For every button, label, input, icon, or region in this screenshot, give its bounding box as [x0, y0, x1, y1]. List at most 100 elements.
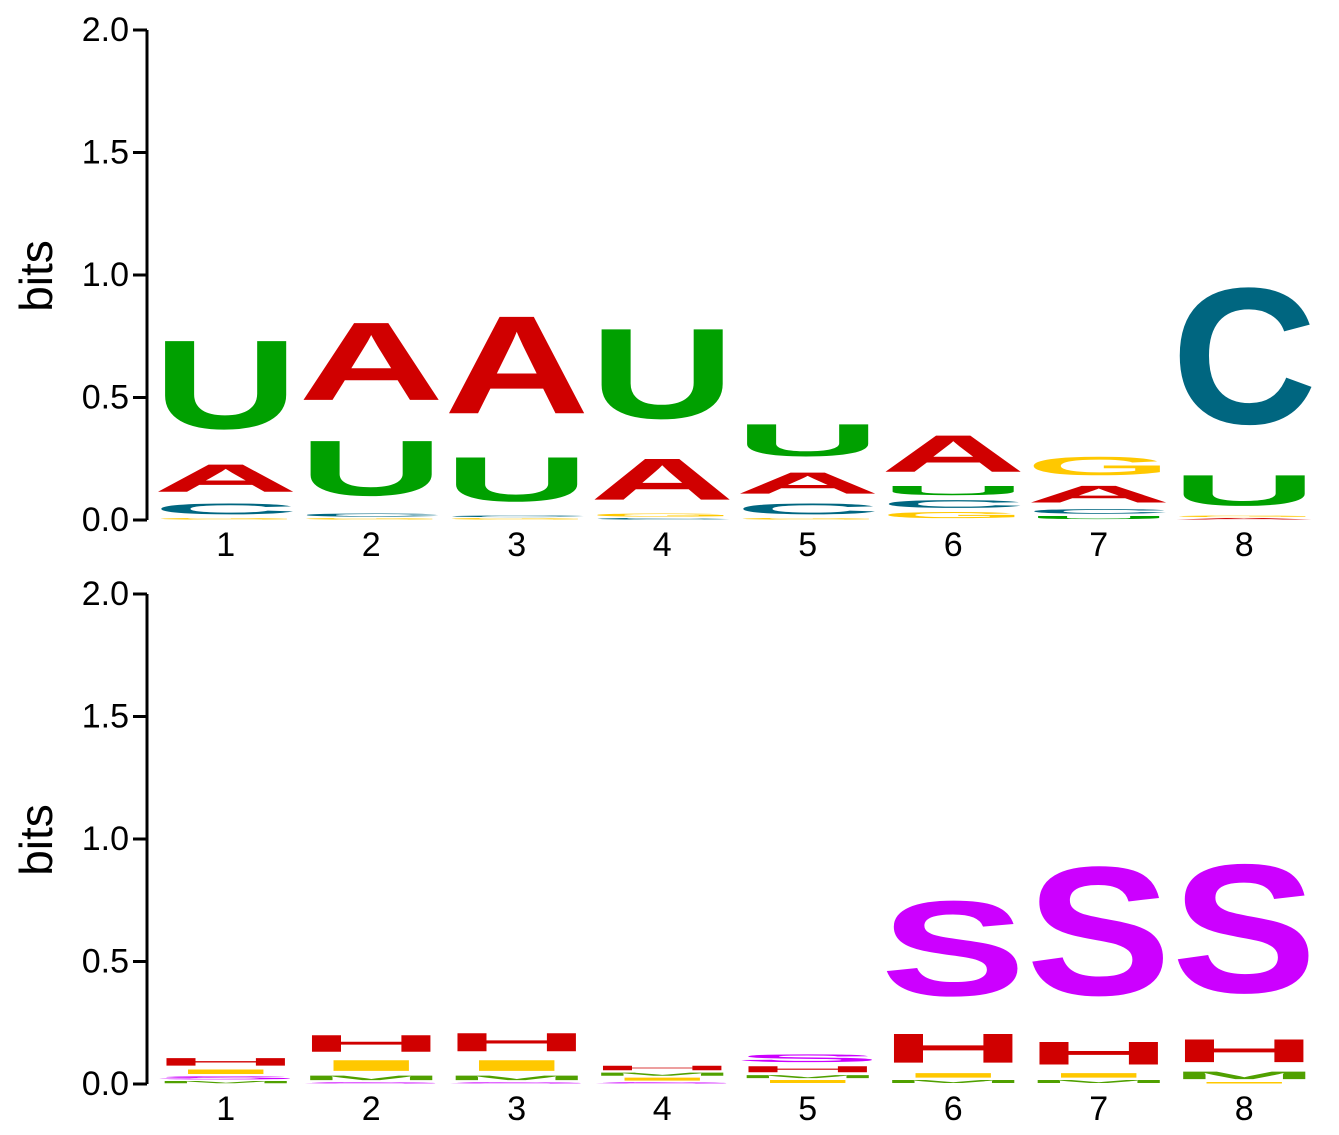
logo-letter-h: H: [1172, 1032, 1317, 1069]
logo-letter-a: A: [299, 299, 444, 424]
y-tick-label: 0.5: [82, 379, 129, 417]
logo-letter-u: U: [444, 444, 589, 515]
logo-letter-i: I: [153, 1068, 298, 1075]
logo-letter-i: I: [881, 1072, 1026, 1079]
logo-letter-c: C: [1026, 508, 1171, 515]
logo-letter-i: I: [1172, 1082, 1317, 1084]
logo-letter-h: H: [590, 1064, 735, 1071]
logo-letter-m: M: [590, 1072, 735, 1077]
logo-letter-u: U: [881, 483, 1026, 498]
x-tick-label: 6: [944, 1090, 963, 1128]
logo-letter-a: A: [735, 466, 880, 500]
logo-letter-h: H: [299, 1030, 444, 1057]
logo-letter-i: I: [590, 1077, 735, 1082]
x-ticks: 1 2 3 4 5 6 7 8: [216, 526, 1253, 564]
logo-letter-c: C: [881, 498, 1026, 510]
logo-letter-m: M: [1026, 1079, 1171, 1084]
x-tick-label: 2: [362, 526, 381, 564]
logo-letter-s: S: [299, 1082, 444, 1084]
logo-letter-i: I: [299, 1057, 444, 1074]
logo-letter-a: A: [1026, 481, 1171, 508]
logo-letter-h: H: [881, 1025, 1026, 1072]
logo-letter-i: I: [444, 1057, 589, 1074]
logo-letter-a: A: [881, 425, 1026, 483]
logo-letter-h: H: [735, 1064, 880, 1074]
y-tick-label: 2.0: [82, 575, 129, 613]
logo-letter-c: C: [153, 500, 298, 517]
x-tick-label: 4: [653, 1090, 672, 1128]
y-tick-label: 0.5: [82, 943, 129, 981]
logo-letter-u: U: [1172, 466, 1317, 515]
y-axis-label: bits: [10, 240, 62, 312]
logo-letter-m: M: [299, 1074, 444, 1081]
logo-letter-u: U: [1026, 515, 1171, 520]
logo-letter-c: C: [299, 513, 444, 518]
logo-letter-s: S: [1172, 825, 1317, 1031]
y-ticks: 0.0 0.5 1.0 1.5 2.0: [82, 575, 147, 1103]
y-tick-label: 0.0: [82, 1065, 129, 1103]
x-tick-label: 2: [362, 1090, 381, 1128]
x-tick-label: 8: [1235, 526, 1254, 564]
x-tick-label: 1: [216, 526, 235, 564]
logo-letter-c: C: [590, 518, 736, 520]
logo-letter-g: G: [590, 513, 735, 518]
x-tick-label: 3: [507, 1090, 526, 1128]
x-tick-label: 8: [1235, 1090, 1254, 1128]
logo-letter-h: H: [1026, 1035, 1171, 1072]
x-tick-label: 5: [798, 1090, 817, 1128]
x-tick-label: 4: [653, 526, 672, 564]
logo-letter-m: M: [444, 1074, 589, 1081]
logo-letter-m: M: [1172, 1069, 1317, 1081]
logo-letter-a: A: [444, 287, 589, 444]
x-tick-label: 1: [216, 1090, 235, 1128]
logo-letter-g: G: [153, 518, 298, 520]
y-tick-label: 1.5: [82, 698, 129, 736]
logo-letter-s: S: [153, 1075, 299, 1080]
logo-letter-s: S: [881, 874, 1026, 1025]
logo-letter-g: G: [1172, 515, 1317, 517]
logo-letter-u: U: [299, 425, 444, 513]
logo-letter-u: U: [153, 314, 298, 456]
logo-letter-s: S: [590, 1082, 735, 1084]
y-tick-label: 2.0: [82, 11, 129, 49]
y-ticks: 0.0 0.5 1.0 1.5 2.0: [82, 11, 147, 539]
logo-letter-s: S: [444, 1082, 589, 1084]
x-tick-label: 6: [944, 526, 963, 564]
x-tick-label: 7: [1089, 1090, 1108, 1128]
logo-letter-u: U: [590, 301, 735, 445]
y-tick-label: 1.0: [82, 256, 129, 294]
logo-letter-a: A: [153, 456, 298, 500]
x-tick-label: 5: [798, 526, 817, 564]
x-tick-label: 7: [1089, 526, 1108, 564]
logo-letter-m: M: [881, 1079, 1026, 1084]
logo-letter-i: I: [1026, 1072, 1171, 1079]
logo-letter-g: G: [881, 510, 1026, 520]
logo-letter-c: C: [735, 500, 880, 517]
logo-letter-g: G: [735, 518, 880, 520]
logo-letter-m: M: [735, 1074, 880, 1079]
logo-letter-h: H: [444, 1028, 589, 1057]
logo-letter-h: H: [153, 1056, 298, 1068]
logo-letter-i: I: [735, 1079, 880, 1084]
